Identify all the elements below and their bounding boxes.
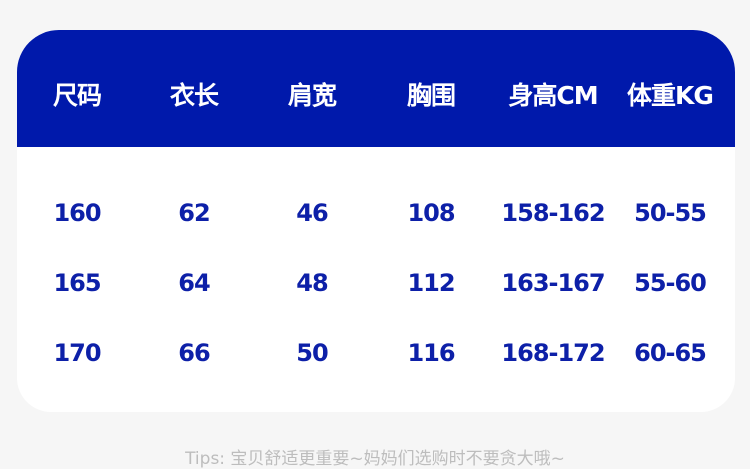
table-cell: 60-65 bbox=[634, 339, 707, 367]
table-cell: 108 bbox=[407, 199, 455, 227]
table-cell: 62 bbox=[178, 199, 210, 227]
table-cell: 116 bbox=[407, 339, 455, 367]
table-cell: 112 bbox=[407, 269, 455, 297]
table-cell: 48 bbox=[296, 269, 328, 297]
size-chart-table: 尺码 衣长 肩宽 胸围 身高CM 体重KG 160 62 46 108 158-162 50-55 16… bbox=[17, 30, 735, 412]
table-cell: 163-167 bbox=[501, 269, 605, 297]
column-header: 体重KG bbox=[627, 81, 714, 110]
table-cell: 50-55 bbox=[634, 199, 707, 227]
column-header: 胸围 bbox=[406, 81, 456, 110]
table-cell: 46 bbox=[296, 199, 328, 227]
table-cell: 160 bbox=[53, 199, 101, 227]
tips-text: Tips: 宝贝舒适更重要~妈妈们选购时不要贪大哦~ bbox=[185, 449, 565, 469]
table-cell: 165 bbox=[53, 269, 101, 297]
table-cell: 55-60 bbox=[634, 269, 707, 297]
column-header: 肩宽 bbox=[287, 81, 337, 110]
table-cell: 168-172 bbox=[501, 339, 605, 367]
column-header: 衣长 bbox=[169, 81, 219, 110]
table-header bbox=[17, 30, 735, 147]
table-cell: 170 bbox=[53, 339, 101, 367]
table-cell: 66 bbox=[178, 339, 210, 367]
table-cell: 50 bbox=[296, 339, 328, 367]
column-header: 身高CM bbox=[508, 81, 598, 110]
table-cell: 64 bbox=[178, 269, 210, 297]
column-header: 尺码 bbox=[52, 81, 102, 110]
table-cell: 158-162 bbox=[501, 199, 605, 227]
